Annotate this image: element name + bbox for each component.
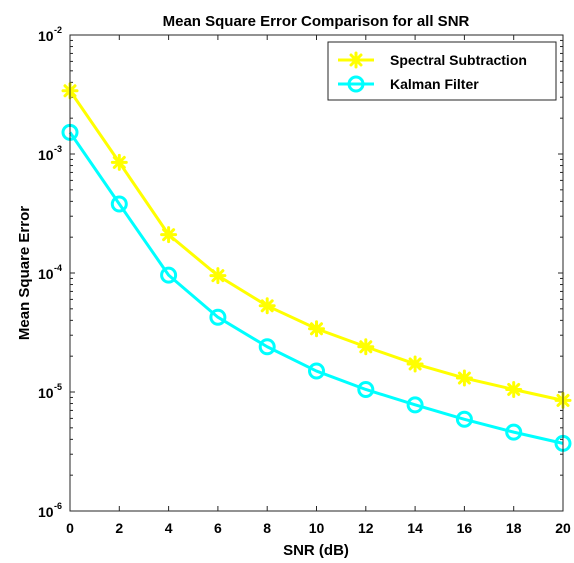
y-tick-exponent: -2 xyxy=(54,25,62,35)
legend-label: Kalman Filter xyxy=(390,76,479,92)
data-point xyxy=(455,369,473,387)
data-point xyxy=(308,320,325,338)
y-tick-base: 10 xyxy=(38,385,54,401)
y-tick-exponent: -6 xyxy=(54,501,62,511)
x-tick-label: 0 xyxy=(66,520,74,536)
y-tick-base: 10 xyxy=(38,147,54,163)
plot-border xyxy=(69,34,564,512)
legend-item: Spectral Subtraction xyxy=(338,51,527,69)
y-tick-label: 10 -3 xyxy=(38,144,62,163)
legend-marker xyxy=(347,75,365,93)
data-point xyxy=(357,338,375,356)
y-tick-label: 10 -5 xyxy=(38,382,62,401)
data-point xyxy=(406,396,424,414)
x-tick-label: 16 xyxy=(457,520,473,536)
legend-box xyxy=(327,41,557,101)
x-tick-label: 6 xyxy=(214,520,222,536)
x-tick-label: 10 xyxy=(309,520,325,536)
series-layer xyxy=(61,82,572,452)
data-point xyxy=(110,195,128,213)
data-point xyxy=(160,226,178,244)
y-tick-base: 10 xyxy=(38,504,54,520)
y-tick-exponent: -3 xyxy=(54,144,62,154)
x-tick-label: 4 xyxy=(165,520,173,536)
y-tick-base: 10 xyxy=(38,266,54,282)
x-tick-label: 14 xyxy=(407,520,423,536)
data-point xyxy=(505,423,523,441)
x-tick-label: 12 xyxy=(358,520,374,536)
data-point xyxy=(258,297,276,315)
x-tick-labels: 0 2 4 6 8 10 12 14 16 18 20 xyxy=(66,520,571,536)
legend: Spectral Subtraction Kalman Filter xyxy=(327,41,557,101)
x-tick-label: 8 xyxy=(263,520,271,536)
y-tick-label: 10 -6 xyxy=(38,501,62,520)
y-tick-label: 10 -4 xyxy=(38,263,62,282)
data-point xyxy=(209,308,227,326)
chart-title: Mean Square Error Comparison for all SNR xyxy=(163,13,470,30)
x-tick-label: 20 xyxy=(555,520,571,536)
plot-area xyxy=(70,35,563,511)
y-axis-label: Mean Square Error xyxy=(16,206,33,340)
data-point xyxy=(308,362,325,380)
data-point xyxy=(258,338,276,356)
data-point xyxy=(209,267,227,285)
y-tick-labels: 10-610-510-410-310-2 xyxy=(38,25,62,520)
y-tick-base: 10 xyxy=(38,28,54,44)
series-line xyxy=(68,131,564,445)
series-2 xyxy=(61,123,572,452)
legend-label: Spectral Subtraction xyxy=(390,52,527,68)
data-point xyxy=(455,410,473,428)
legend-marker xyxy=(347,51,365,69)
legend-item: Kalman Filter xyxy=(338,75,479,93)
data-point xyxy=(406,355,424,373)
data-point xyxy=(505,380,523,398)
y-tick-label: 10 -2 xyxy=(38,25,62,44)
y-tick-exponent: -5 xyxy=(54,382,62,392)
data-point xyxy=(160,266,178,284)
series-1 xyxy=(61,82,572,409)
y-tick-exponent: -4 xyxy=(54,263,62,273)
data-point xyxy=(357,380,375,398)
x-axis-label: SNR (dB) xyxy=(283,542,349,559)
data-point xyxy=(110,153,128,171)
x-tick-label: 18 xyxy=(506,520,522,536)
x-tick-label: 2 xyxy=(115,520,123,536)
